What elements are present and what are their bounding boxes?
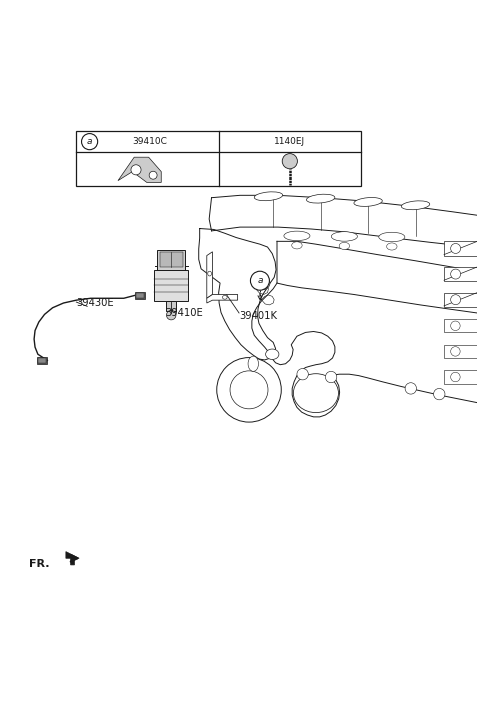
Circle shape (433, 388, 445, 400)
Bar (38, 358, 47, 363)
Circle shape (282, 154, 298, 169)
Ellipse shape (331, 232, 358, 241)
Polygon shape (207, 294, 238, 303)
Text: 39410E: 39410E (165, 309, 203, 319)
Circle shape (451, 294, 461, 304)
Ellipse shape (354, 197, 382, 206)
Bar (157, 250, 185, 270)
Bar (444, 292, 477, 307)
Ellipse shape (401, 201, 430, 210)
Ellipse shape (208, 271, 212, 276)
Bar (136, 292, 144, 298)
Bar (444, 267, 477, 281)
Circle shape (297, 368, 308, 380)
Bar (166, 301, 177, 312)
Bar (135, 292, 145, 299)
Circle shape (451, 269, 461, 279)
Circle shape (451, 347, 460, 356)
Circle shape (451, 243, 461, 253)
Polygon shape (118, 157, 161, 182)
Text: 39430E: 39430E (76, 298, 114, 308)
Ellipse shape (293, 373, 338, 413)
Ellipse shape (256, 276, 270, 290)
Polygon shape (66, 551, 79, 565)
Ellipse shape (254, 192, 283, 201)
Ellipse shape (339, 243, 349, 249)
Circle shape (82, 134, 97, 149)
Ellipse shape (379, 232, 405, 242)
Bar (444, 370, 477, 383)
Ellipse shape (248, 356, 259, 371)
Bar (37, 357, 48, 364)
Circle shape (230, 371, 268, 409)
Ellipse shape (306, 194, 335, 203)
Circle shape (131, 164, 141, 175)
Bar (444, 345, 477, 358)
Bar (444, 319, 477, 332)
Circle shape (217, 358, 281, 422)
Circle shape (251, 271, 269, 290)
Circle shape (325, 371, 337, 383)
Text: 39401K: 39401K (239, 312, 277, 321)
Ellipse shape (284, 231, 310, 241)
Circle shape (149, 172, 157, 180)
Bar (160, 252, 182, 267)
Ellipse shape (222, 295, 227, 299)
Text: 39410C: 39410C (132, 137, 168, 146)
Bar (444, 241, 477, 256)
Circle shape (167, 310, 176, 320)
Circle shape (405, 383, 417, 394)
Text: 1140EJ: 1140EJ (274, 137, 305, 146)
Circle shape (451, 373, 460, 382)
Ellipse shape (386, 243, 397, 250)
Circle shape (451, 321, 460, 330)
Polygon shape (207, 252, 213, 298)
Bar (76, 131, 361, 186)
Ellipse shape (292, 242, 302, 249)
Text: a: a (257, 276, 263, 285)
Bar (154, 270, 188, 301)
Text: a: a (87, 137, 92, 146)
Text: FR.: FR. (29, 559, 49, 569)
Ellipse shape (265, 349, 279, 360)
